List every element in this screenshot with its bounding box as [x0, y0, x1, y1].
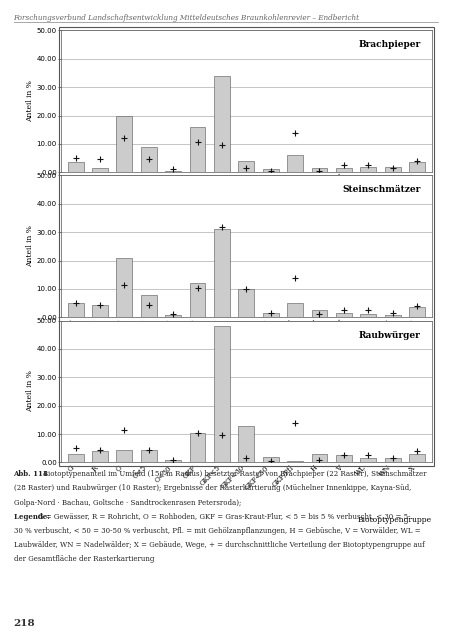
- Bar: [92, 168, 108, 172]
- Bar: [408, 307, 424, 317]
- Bar: [335, 455, 351, 462]
- Text: Golpa-Nord · Bachau, Goltsche · Sandtrockenrasen Petersroda);: Golpa-Nord · Bachau, Goltsche · Sandtroc…: [14, 499, 240, 507]
- Text: Biotoptypenanteil im Umfeld (150 m Radius) besetzter Raster von Brachpieper (22 : Biotoptypenanteil im Umfeld (150 m Radiu…: [43, 470, 425, 478]
- Bar: [286, 156, 302, 172]
- Text: Laubwälder, WN = Nadelwälder; X = Gebäude, Wege, + = durchschnittliche Verteilun: Laubwälder, WN = Nadelwälder; X = Gebäud…: [14, 541, 423, 548]
- Bar: [141, 147, 156, 172]
- Text: der Gesamtfläche der Rasterkartierung: der Gesamtfläche der Rasterkartierung: [14, 555, 154, 563]
- Bar: [116, 116, 132, 172]
- Bar: [214, 326, 230, 462]
- Bar: [262, 457, 278, 462]
- Bar: [286, 303, 302, 317]
- Bar: [408, 454, 424, 462]
- Bar: [165, 171, 181, 172]
- Bar: [116, 450, 132, 462]
- Bar: [68, 454, 83, 462]
- Bar: [311, 454, 327, 462]
- Y-axis label: Anteil in %: Anteil in %: [26, 225, 34, 268]
- Bar: [286, 461, 302, 462]
- Bar: [238, 161, 254, 172]
- Bar: [189, 284, 205, 317]
- Bar: [311, 310, 327, 317]
- Text: Forschungsverbund Landschaftsentwicklung Mitteldeutsches Braunkohlenrevier – End: Forschungsverbund Landschaftsentwicklung…: [14, 14, 359, 22]
- Bar: [214, 229, 230, 317]
- Bar: [165, 315, 181, 317]
- Bar: [92, 451, 108, 462]
- Bar: [359, 166, 375, 172]
- Text: Biotoptypengruppe: Biotoptypengruppe: [357, 516, 431, 524]
- Bar: [384, 166, 400, 172]
- Text: Abb. 114: Abb. 114: [14, 470, 53, 478]
- Bar: [262, 170, 278, 172]
- Bar: [359, 314, 375, 317]
- Bar: [384, 315, 400, 317]
- Bar: [141, 450, 156, 462]
- Bar: [408, 163, 424, 172]
- Bar: [165, 460, 181, 462]
- Text: Legende:: Legende:: [14, 513, 52, 521]
- Bar: [238, 289, 254, 317]
- Bar: [262, 313, 278, 317]
- Bar: [68, 163, 83, 172]
- Text: (28 Raster) und Raubwürger (10 Raster); Ergebnisse der Rasterkartierung (Mücheln: (28 Raster) und Raubwürger (10 Raster); …: [14, 484, 410, 493]
- Text: Brachpieper: Brachpieper: [358, 40, 419, 49]
- Bar: [335, 313, 351, 317]
- Bar: [189, 433, 205, 462]
- Text: G = Gewässer, R = Rohricht, O = Rohboden, GKF = Gras-Kraut-Flur, < 5 = bis 5 % v: G = Gewässer, R = Rohricht, O = Rohboden…: [38, 513, 410, 521]
- Bar: [141, 294, 156, 317]
- Text: 218: 218: [14, 620, 35, 628]
- Text: Steinschmätzer: Steinschmätzer: [341, 186, 419, 195]
- Bar: [68, 303, 83, 317]
- Y-axis label: Anteil in %: Anteil in %: [26, 371, 34, 412]
- Bar: [384, 458, 400, 462]
- Bar: [92, 305, 108, 317]
- Bar: [335, 168, 351, 172]
- Text: 30 % verbuscht, < 50 = 30-50 % verbuscht, Pfl. = mit Gehölzanpflanzungen, H = Ge: 30 % verbuscht, < 50 = 30-50 % verbuscht…: [14, 527, 419, 534]
- Bar: [311, 168, 327, 172]
- Bar: [214, 76, 230, 172]
- Bar: [238, 426, 254, 462]
- Text: Biotoptypengruppe: Biotoptypengruppe: [357, 226, 431, 234]
- Text: Raubwürger: Raubwürger: [358, 330, 419, 340]
- Bar: [116, 258, 132, 317]
- Text: Biotoptypengruppe: Biotoptypengruppe: [357, 371, 431, 380]
- Bar: [189, 127, 205, 172]
- Bar: [359, 458, 375, 462]
- Y-axis label: Anteil in %: Anteil in %: [26, 81, 34, 122]
